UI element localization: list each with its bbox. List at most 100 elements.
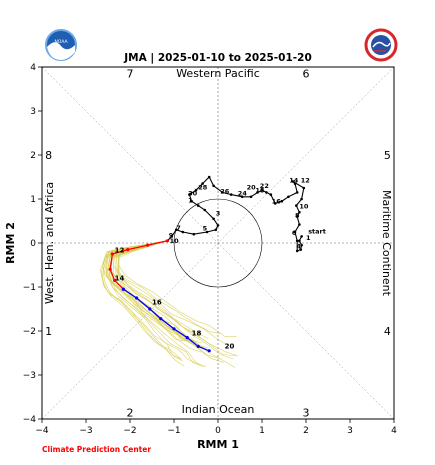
observed-point — [212, 217, 215, 221]
observed-point — [295, 191, 299, 194]
region-label-bottom: Indian Ocean — [182, 403, 255, 416]
observed-point — [298, 239, 301, 243]
forecast-day-label: 18 — [192, 329, 202, 337]
observed-point — [240, 195, 244, 199]
x-tick-label: −1 — [167, 426, 180, 436]
day-label: 6 — [292, 229, 297, 237]
day-label: 18 — [255, 186, 265, 194]
y-tick-label: 2 — [30, 151, 36, 161]
day-label: start — [308, 227, 326, 235]
ensemble-member-line — [102, 240, 182, 360]
ensemble-member-line — [106, 240, 201, 365]
region-label-right: Maritime Continent — [380, 190, 393, 297]
day-label: 8 — [295, 211, 300, 219]
forecast-day-label: 14 — [115, 274, 125, 282]
y-tick-label: −2 — [23, 327, 36, 337]
observed-point — [203, 208, 207, 212]
x-tick-label: −2 — [123, 426, 136, 436]
observed-point — [300, 235, 303, 238]
nws-logo — [364, 28, 398, 62]
observed-point — [188, 193, 191, 196]
day-label: 1 — [188, 197, 193, 205]
day-label: 22 — [260, 182, 269, 190]
y-tick-label: 1 — [30, 195, 36, 205]
forecast-point — [148, 307, 152, 311]
forecast-point — [126, 248, 130, 252]
credit-text: Climate Prediction Center — [42, 445, 152, 454]
y-tick-label: 0 — [30, 239, 36, 249]
ensemble-member-line — [101, 240, 185, 367]
region-label-top: Western Pacific — [176, 67, 260, 80]
day-label: 20 — [247, 183, 257, 191]
noaa-logo-text: NOAA — [54, 39, 68, 45]
chart-title: JMA | 2025-01-10 to 2025-01-20 — [123, 52, 312, 64]
ensemble-member-line — [117, 240, 234, 360]
y-tick-label: 3 — [30, 107, 36, 117]
observed-point — [192, 232, 196, 236]
day-label: 10 — [299, 203, 309, 211]
observed-point — [300, 243, 303, 247]
x-tick-label: 2 — [303, 426, 309, 436]
observed-point — [174, 228, 178, 232]
forecast-point — [110, 252, 114, 256]
observed-point — [287, 195, 290, 199]
observed-point — [280, 199, 284, 203]
day-label: 9 — [169, 232, 174, 240]
phase-number-8: 8 — [45, 149, 52, 162]
observed-point — [293, 230, 297, 234]
forecast-point — [146, 243, 150, 247]
day-label: 26 — [220, 188, 230, 196]
observed-point — [291, 180, 295, 183]
x-axis-label: RMM 1 — [197, 438, 239, 451]
x-tick-label: 1 — [259, 426, 265, 436]
y-tick-label: −1 — [23, 283, 36, 293]
day-label: 30 — [188, 189, 198, 197]
noaa-logo: NOAA — [45, 29, 77, 61]
observed-point — [300, 197, 303, 201]
phase-number-1: 1 — [45, 325, 52, 338]
forecast-point — [135, 296, 139, 300]
observed-point — [295, 239, 299, 243]
x-tick-label: 4 — [391, 426, 397, 436]
day-label: 16 — [272, 197, 282, 205]
observed-point — [260, 188, 264, 192]
day-label: 1 — [306, 234, 311, 242]
observed-point — [194, 188, 198, 192]
observed-point — [216, 224, 220, 227]
ensemble-member-line — [106, 240, 197, 344]
observed-point — [249, 195, 253, 199]
forecast-point — [207, 349, 211, 353]
forecast-day-label: 20 — [225, 343, 235, 351]
observed-point — [207, 175, 211, 179]
forecast-point — [165, 239, 169, 243]
y-tick-label: 4 — [30, 63, 36, 73]
observed-point — [298, 223, 301, 226]
day-label: 12 — [301, 176, 310, 184]
observed-point — [256, 191, 259, 194]
phase-number-7: 7 — [127, 68, 134, 81]
y-axis-label: RMM 2 — [4, 222, 17, 264]
forecast-point — [185, 336, 189, 340]
ensemble-member-line — [117, 240, 236, 368]
observed-point — [298, 210, 301, 214]
observed-point — [273, 202, 277, 205]
unit-circle — [173, 198, 263, 288]
ensemble-member-line — [100, 240, 183, 362]
y-tick-label: −4 — [23, 415, 37, 425]
forecast-point — [159, 317, 163, 321]
phase-number-4: 4 — [384, 325, 391, 338]
observed-point — [302, 186, 306, 190]
forecast-blue-line — [123, 288, 210, 352]
observed-point — [295, 204, 298, 207]
observed-point — [229, 193, 233, 196]
observed-point — [293, 182, 297, 185]
forecast-day-label: 16 — [152, 299, 162, 307]
day-label: 3 — [216, 210, 221, 218]
observed-point — [295, 215, 299, 218]
observed-point — [196, 204, 200, 207]
x-tick-label: −4 — [35, 426, 49, 436]
phase-number-6: 6 — [303, 68, 310, 81]
day-label: 28 — [198, 183, 208, 191]
forecast-point — [196, 344, 200, 348]
